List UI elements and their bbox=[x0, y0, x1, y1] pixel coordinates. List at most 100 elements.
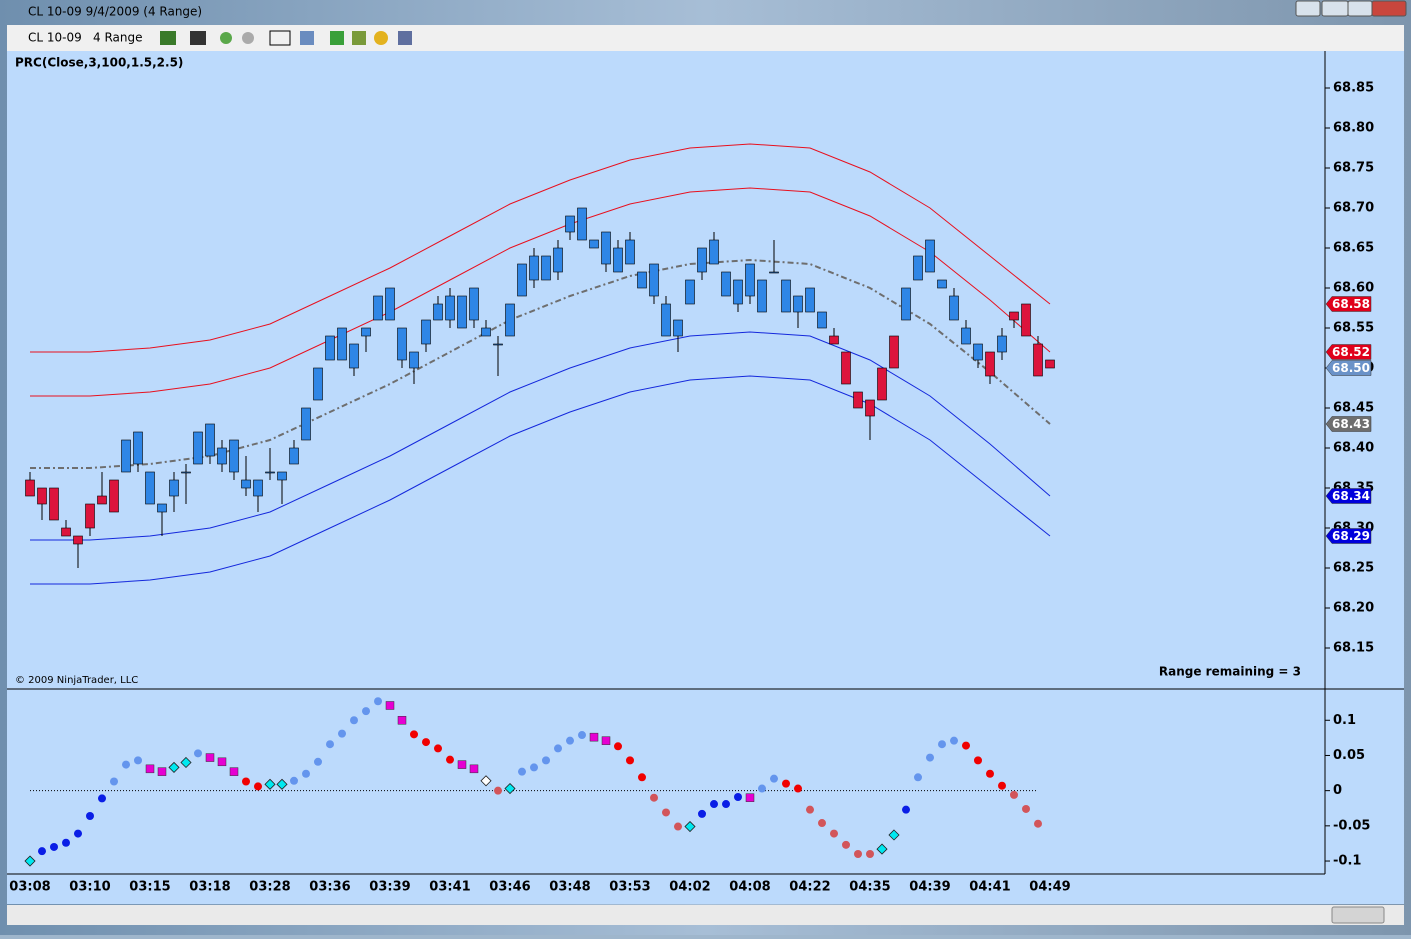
x-tick-label: 03:15 bbox=[129, 880, 170, 895]
candle-body bbox=[589, 239, 599, 249]
dot bbox=[504, 782, 516, 795]
y-tick-label: 68.70 bbox=[1333, 201, 1374, 216]
dot bbox=[876, 843, 888, 855]
candle-body bbox=[673, 319, 683, 337]
candle-body bbox=[421, 319, 431, 345]
candle-body bbox=[505, 303, 515, 337]
price-marker bbox=[1325, 528, 1372, 544]
y-tick-label: 0 bbox=[1333, 783, 1342, 798]
candle-body bbox=[193, 431, 203, 465]
dot bbox=[745, 793, 755, 802]
dot bbox=[950, 736, 958, 745]
dot bbox=[770, 774, 778, 783]
help-button[interactable] bbox=[1295, 0, 1321, 17]
x-tick-label: 03:41 bbox=[429, 880, 470, 895]
zoom-out-icon[interactable] bbox=[242, 32, 254, 44]
candle-body bbox=[925, 239, 935, 273]
crosshair-icon[interactable] bbox=[269, 30, 291, 46]
maximize-button[interactable] bbox=[1347, 0, 1373, 17]
candle-body bbox=[301, 407, 311, 441]
candle-body bbox=[61, 527, 71, 537]
x-tick-label: 04:08 bbox=[729, 880, 770, 895]
dot bbox=[145, 764, 155, 774]
candle-body bbox=[877, 367, 887, 401]
window-buttons[interactable] bbox=[1295, 0, 1407, 17]
candle-body bbox=[253, 479, 263, 497]
candle-body bbox=[1045, 359, 1055, 369]
dot bbox=[434, 744, 442, 753]
dot bbox=[684, 820, 696, 833]
candle-body bbox=[841, 351, 851, 385]
indicator-icon[interactable] bbox=[352, 31, 366, 45]
dot bbox=[134, 756, 142, 765]
candle-body bbox=[973, 343, 983, 361]
dot bbox=[638, 773, 646, 782]
close-button[interactable] bbox=[1371, 0, 1407, 17]
x-tick-label: 03:08 bbox=[9, 880, 50, 895]
candle-body bbox=[1009, 311, 1019, 321]
x-tick-label: 03:48 bbox=[549, 880, 590, 895]
candle-body bbox=[25, 479, 35, 497]
dot bbox=[962, 741, 970, 750]
toolbar-icons[interactable] bbox=[160, 30, 412, 46]
strategy-icon[interactable] bbox=[330, 31, 344, 45]
dot bbox=[818, 819, 826, 828]
band-line bbox=[30, 187, 1051, 397]
y-tick-label: 68.25 bbox=[1333, 561, 1374, 576]
candle-body bbox=[457, 295, 467, 329]
scrollbar[interactable] bbox=[7, 905, 1404, 925]
y-tick-label: 68.15 bbox=[1333, 641, 1374, 656]
x-tick-label: 04:35 bbox=[849, 880, 890, 895]
y-tick-label: 68.45 bbox=[1333, 401, 1374, 416]
dot bbox=[782, 779, 790, 788]
candle-body bbox=[181, 471, 191, 474]
candle-body bbox=[109, 479, 119, 513]
candle-body bbox=[349, 343, 359, 369]
candle-body bbox=[277, 471, 287, 481]
y-tick-label: 68.20 bbox=[1333, 601, 1374, 616]
scroll-thumb[interactable] bbox=[1331, 906, 1385, 924]
candle-body bbox=[901, 287, 911, 321]
price-marker-label: 68.52 bbox=[1332, 345, 1370, 359]
candle-body bbox=[49, 487, 59, 521]
minimize-button[interactable] bbox=[1321, 0, 1349, 17]
dot bbox=[938, 740, 946, 749]
dot bbox=[614, 742, 622, 751]
order-icon[interactable] bbox=[374, 31, 388, 45]
candle-body bbox=[697, 247, 707, 273]
dot bbox=[842, 840, 850, 849]
candle-body bbox=[829, 335, 839, 345]
candle-body bbox=[601, 231, 611, 265]
instrument-selector[interactable]: CL 10-09 bbox=[28, 31, 82, 45]
dot bbox=[758, 784, 766, 793]
band-line bbox=[30, 375, 1051, 585]
dot bbox=[542, 756, 550, 765]
dot bbox=[254, 782, 262, 791]
zoom-in-icon[interactable] bbox=[220, 32, 232, 44]
dot bbox=[986, 769, 994, 778]
x-tick-label: 04:49 bbox=[1029, 880, 1070, 895]
candle-body bbox=[121, 439, 131, 473]
price-marker-label: 68.29 bbox=[1332, 529, 1370, 543]
dot bbox=[494, 786, 502, 795]
candle-body bbox=[145, 471, 155, 505]
candle-body bbox=[733, 279, 743, 305]
price-marker bbox=[1325, 488, 1372, 504]
candle-body bbox=[553, 247, 563, 273]
candle-body bbox=[397, 327, 407, 361]
x-tick-label: 03:39 bbox=[369, 880, 410, 895]
dot bbox=[385, 701, 395, 710]
properties-icon[interactable] bbox=[300, 31, 314, 45]
dot bbox=[866, 849, 874, 858]
candle-body bbox=[361, 327, 371, 337]
data-box-icon[interactable] bbox=[398, 31, 412, 45]
chart-style-icon[interactable] bbox=[160, 31, 176, 45]
candle-body bbox=[637, 271, 647, 289]
draw-icon[interactable] bbox=[190, 31, 206, 45]
dot bbox=[566, 736, 574, 745]
dot bbox=[24, 855, 36, 867]
period-selector[interactable]: 4 Range bbox=[93, 31, 142, 45]
dot bbox=[974, 756, 982, 765]
dot bbox=[518, 767, 526, 776]
candle-body bbox=[385, 287, 395, 321]
